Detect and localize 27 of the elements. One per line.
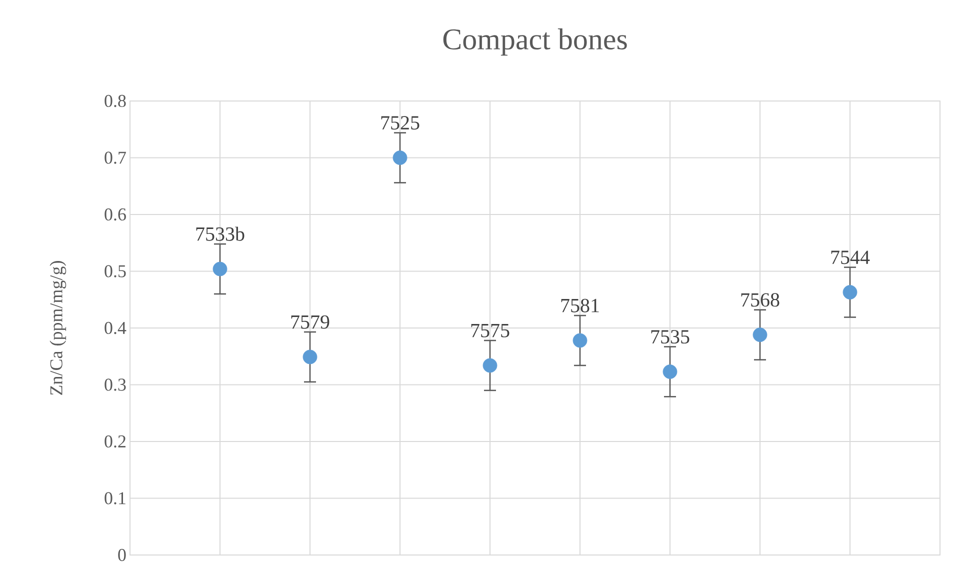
annotation: 7575 — [471, 324, 510, 338]
y-tick-label: 0.6 — [104, 208, 126, 221]
annotation: 7533b — [196, 226, 244, 241]
point — [482, 358, 498, 373]
point — [392, 150, 408, 165]
annotation: 7579 — [291, 315, 330, 329]
y-tick-label: 0.7 — [104, 152, 126, 164]
y-tick-label: 0.4 — [104, 322, 126, 334]
y-tick-label: 0.8 — [104, 94, 126, 108]
y-tick-label: 0.3 — [104, 378, 126, 391]
y-tick-label: 0 — [118, 548, 126, 562]
y-tick-label: 0.5 — [104, 265, 126, 278]
annotation: 7525 — [381, 116, 420, 130]
annotation: 7568 — [741, 293, 780, 307]
annotation: 7535 — [651, 330, 690, 344]
annotation: 7544 — [831, 250, 870, 264]
annotation: 7581 — [561, 298, 599, 312]
chart-title: Compact bones — [443, 28, 627, 56]
point — [212, 262, 228, 276]
y-axis-title: Zn/Ca (ppm/mg/g) — [50, 261, 66, 395]
point — [842, 285, 858, 300]
point — [302, 350, 318, 364]
y-tick-label: 0.2 — [104, 435, 126, 448]
point — [662, 364, 678, 379]
point — [572, 333, 588, 348]
point — [752, 328, 768, 342]
y-tick-label: 0.1 — [104, 492, 126, 504]
